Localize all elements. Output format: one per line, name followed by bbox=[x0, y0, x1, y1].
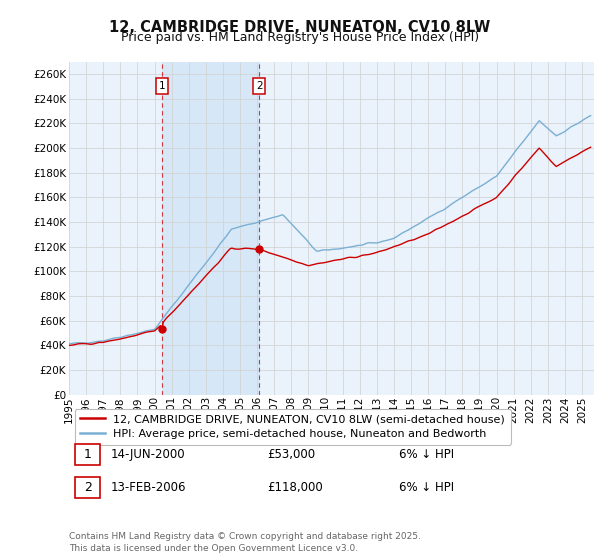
Text: 12, CAMBRIDGE DRIVE, NUNEATON, CV10 8LW: 12, CAMBRIDGE DRIVE, NUNEATON, CV10 8LW bbox=[109, 20, 491, 35]
Text: Contains HM Land Registry data © Crown copyright and database right 2025.
This d: Contains HM Land Registry data © Crown c… bbox=[69, 533, 421, 553]
Text: 1: 1 bbox=[159, 81, 166, 91]
Text: 14-JUN-2000: 14-JUN-2000 bbox=[111, 447, 185, 461]
Text: 13-FEB-2006: 13-FEB-2006 bbox=[111, 481, 187, 494]
Text: £118,000: £118,000 bbox=[267, 481, 323, 494]
Text: 6% ↓ HPI: 6% ↓ HPI bbox=[399, 481, 454, 494]
Text: 2: 2 bbox=[256, 81, 262, 91]
Text: 6% ↓ HPI: 6% ↓ HPI bbox=[399, 447, 454, 461]
Text: Price paid vs. HM Land Registry's House Price Index (HPI): Price paid vs. HM Land Registry's House … bbox=[121, 31, 479, 44]
Text: 2: 2 bbox=[83, 481, 92, 494]
Text: 1: 1 bbox=[83, 447, 92, 461]
Legend: 12, CAMBRIDGE DRIVE, NUNEATON, CV10 8LW (semi-detached house), HPI: Average pric: 12, CAMBRIDGE DRIVE, NUNEATON, CV10 8LW … bbox=[74, 409, 511, 445]
Bar bbox=[162, 62, 259, 395]
Text: £53,000: £53,000 bbox=[267, 447, 315, 461]
